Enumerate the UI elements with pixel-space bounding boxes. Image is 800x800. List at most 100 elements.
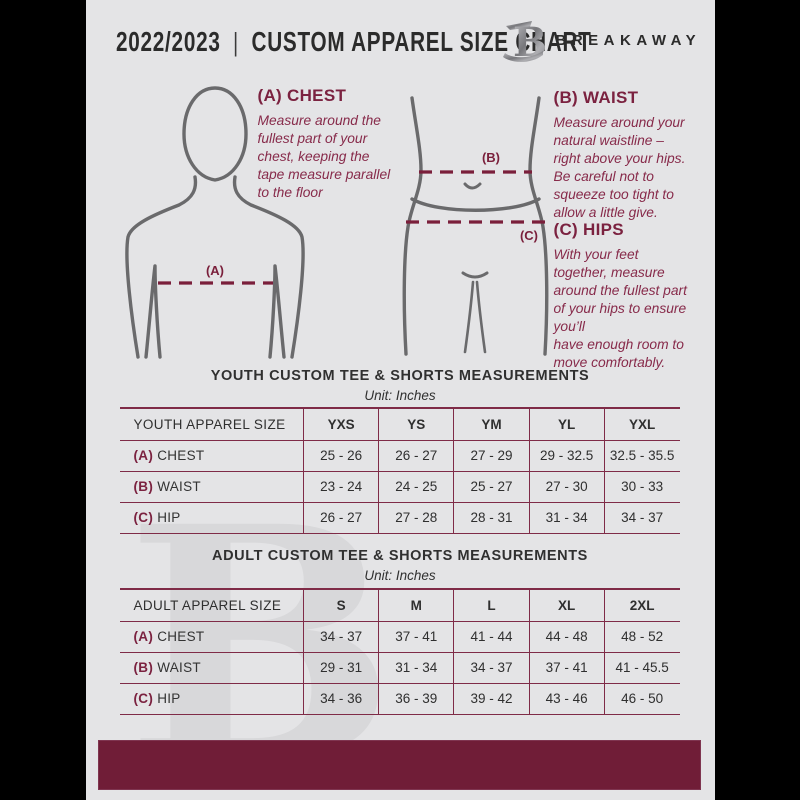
youth-waist-yl: 27 - 30 xyxy=(528,471,605,503)
waist-hips-figure-illustration: (B) (C) xyxy=(402,96,548,356)
row-prefix: (B) xyxy=(133,479,154,494)
row-prefix: (B) xyxy=(133,660,154,675)
adult-chest-label: (A) CHEST xyxy=(119,621,304,653)
adult-chest-2xl: 48 - 52 xyxy=(603,621,680,653)
hips-heading: (C) HIPS xyxy=(553,220,624,239)
row-prefix: (C) xyxy=(133,510,154,525)
adult-chest-m: 37 - 41 xyxy=(378,621,454,653)
youth-chest-yxs: 25 - 26 xyxy=(303,440,379,472)
footer-bar xyxy=(97,740,701,790)
adult-hip-2xl: 46 - 50 xyxy=(603,683,680,714)
youth-waist-ym: 25 - 27 xyxy=(453,471,530,503)
row-prefix: (C) xyxy=(133,691,154,706)
adult-size-2xl: 2XL xyxy=(603,589,680,622)
youth-hip-yxs: 26 - 27 xyxy=(303,502,379,533)
youth-chest-yxl: 32.5 - 35.5 xyxy=(603,440,680,472)
adult-size-header-cell: ADULT APPAREL SIZE xyxy=(119,589,304,622)
chest-heading: (A) CHEST xyxy=(257,86,347,105)
waist-line-label: (B) xyxy=(481,150,499,165)
youth-table-title: YOUTH CUSTOM TEE & SHORTS MEASUREMENTS xyxy=(210,368,590,384)
figure-right-side xyxy=(527,96,548,356)
brand-logo: B xyxy=(500,16,548,66)
figure-right-shoulder-arm xyxy=(232,175,305,359)
figure-left-side xyxy=(402,96,423,356)
youth-hip-yxl: 34 - 37 xyxy=(603,502,680,533)
adult-waist-2xl: 41 - 45.5 xyxy=(603,652,680,684)
adult-size-table: ADULT APPAREL SIZE S M L XL 2XL (A) CHES… xyxy=(119,588,680,715)
youth-header-row: YOUTH APPAREL SIZE YXS YS YM YL YXL xyxy=(119,408,680,441)
adult-hip-s: 34 - 36 xyxy=(303,683,379,714)
youth-size-header-cell: YOUTH APPAREL SIZE xyxy=(119,408,304,441)
youth-chest-label: (A) CHEST xyxy=(119,440,304,472)
table-row-adult-hip: (C) HIP 34 - 36 36 - 39 39 - 42 43 - 46 … xyxy=(120,683,680,714)
table-row-youth-waist: (B) WAIST 23 - 24 24 - 25 25 - 27 27 - 3… xyxy=(119,471,680,503)
page-title: CUSTOM APPAREL SIZE CHART xyxy=(251,26,592,57)
row-prefix: (A) xyxy=(133,629,154,644)
chest-line-label: (A) xyxy=(205,263,223,278)
adult-hip-label: (C) HIP xyxy=(120,683,304,714)
adult-size-l: L xyxy=(453,589,530,622)
row-name: WAIST xyxy=(157,479,201,494)
youth-waist-yxl: 30 - 33 xyxy=(603,471,680,503)
adult-hip-l: 39 - 42 xyxy=(453,683,530,714)
youth-hip-ys: 27 - 28 xyxy=(378,502,454,533)
youth-hip-label: (C) HIP xyxy=(120,502,304,533)
table-row-youth-hip: (C) HIP 26 - 27 27 - 28 28 - 31 31 - 34 … xyxy=(120,502,680,533)
youth-waist-ys: 24 - 25 xyxy=(378,471,454,503)
breakaway-logo-icon: B xyxy=(502,19,546,66)
figure-right-armpit xyxy=(267,264,286,359)
adult-chest-xl: 44 - 48 xyxy=(528,621,605,653)
adult-hip-xl: 43 - 46 xyxy=(528,683,605,714)
figure-hip-curve xyxy=(409,197,541,212)
adult-table-title: ADULT CUSTOM TEE & SHORTS MEASUREMENTS xyxy=(212,548,588,564)
brand-name: BREAKAWAY xyxy=(555,32,702,49)
hips-description: With your feet together, measure around … xyxy=(553,247,687,370)
chest-description: Measure around the fullest part of your … xyxy=(257,113,391,200)
adult-hip-m: 36 - 39 xyxy=(378,683,454,714)
adult-size-m: M xyxy=(378,589,454,622)
row-name: CHEST xyxy=(157,629,205,644)
youth-waist-label: (B) WAIST xyxy=(119,471,304,503)
adult-chest-s: 34 - 37 xyxy=(303,621,379,653)
adult-waist-m: 31 - 34 xyxy=(378,652,454,684)
row-name: HIP xyxy=(157,510,181,525)
waist-heading: (B) WAIST xyxy=(553,88,639,107)
table-row-adult-chest: (A) CHEST 34 - 37 37 - 41 41 - 44 44 - 4… xyxy=(119,621,680,653)
figure-navel xyxy=(463,182,481,190)
youth-size-yxs: YXS xyxy=(303,408,379,441)
adult-waist-s: 29 - 31 xyxy=(303,652,379,684)
youth-size-ys: YS xyxy=(378,408,454,441)
youth-hip-ym: 28 - 31 xyxy=(453,502,530,533)
chest-figure-illustration: (A) xyxy=(124,86,305,359)
row-name: CHEST xyxy=(157,448,205,463)
youth-hip-yl: 31 - 34 xyxy=(528,502,605,533)
header-year: 2022/2023 xyxy=(115,26,221,57)
adult-chest-l: 41 - 44 xyxy=(453,621,530,653)
header-divider: | xyxy=(232,26,239,57)
row-prefix: (A) xyxy=(133,448,154,463)
youth-chest-yl: 29 - 32.5 xyxy=(528,440,605,472)
youth-table-unit: Unit: Inches xyxy=(364,388,436,403)
figure-left-inner-leg xyxy=(463,280,474,354)
header-title-row: 2022/2023 | CUSTOM APPAREL SIZE CHART xyxy=(116,26,592,58)
youth-size-ym: YM xyxy=(453,408,530,441)
hips-line-label: (C) xyxy=(519,228,537,243)
table-row-adult-waist: (B) WAIST 29 - 31 31 - 34 34 - 37 37 - 4… xyxy=(119,652,680,684)
figure-left-shoulder-arm xyxy=(124,175,197,359)
adult-waist-xl: 37 - 41 xyxy=(528,652,605,684)
table-row-youth-chest: (A) CHEST 25 - 26 26 - 27 27 - 29 29 - 3… xyxy=(119,440,680,472)
youth-size-yxl: YXL xyxy=(603,408,680,441)
figure-left-armpit xyxy=(143,264,162,359)
youth-waist-yxs: 23 - 24 xyxy=(303,471,379,503)
adult-table-unit: Unit: Inches xyxy=(364,568,436,583)
figure-right-inner-leg xyxy=(475,280,486,354)
waist-description: Measure around your natural waistline – … xyxy=(553,115,686,220)
flyer-page: B 2022/2023 | CUSTOM APPAREL SIZE CHART … xyxy=(85,0,715,800)
adult-waist-l: 34 - 37 xyxy=(453,652,530,684)
youth-chest-ys: 26 - 27 xyxy=(378,440,454,472)
adult-waist-label: (B) WAIST xyxy=(119,652,304,684)
figure-crotch-curve xyxy=(461,271,488,279)
adult-size-s: S xyxy=(303,589,379,622)
youth-size-yl: YL xyxy=(528,408,605,441)
adult-header-row: ADULT APPAREL SIZE S M L XL 2XL xyxy=(119,589,680,622)
